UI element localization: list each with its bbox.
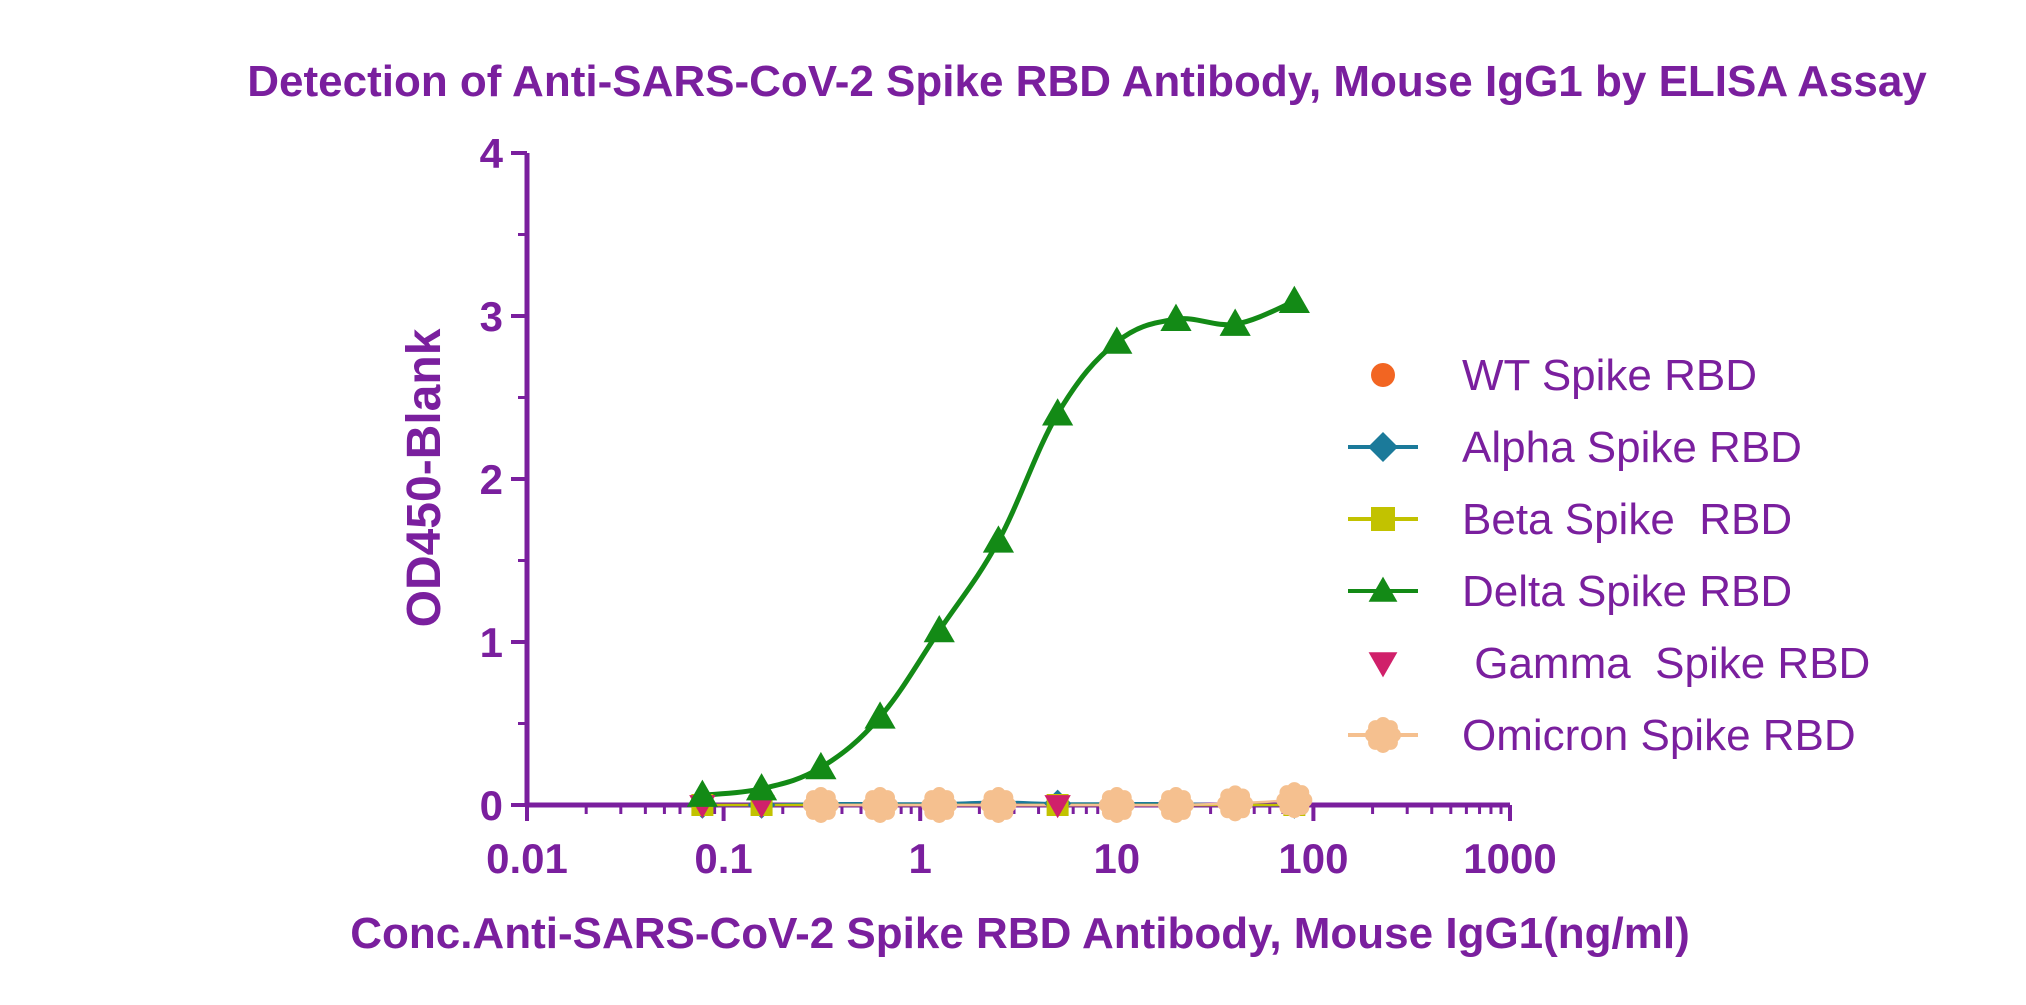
x-axis-label: Conc.Anti-SARS-CoV-2 Spike RBD Antibody,… — [350, 909, 1690, 958]
legend-item: WT Spike RBD — [1371, 351, 1757, 400]
y-tick-label: 2 — [480, 456, 503, 503]
legend-label: Alpha Spike RBD — [1462, 423, 1802, 472]
data-point — [864, 701, 896, 729]
legend-label: WT Spike RBD — [1462, 351, 1757, 400]
legend-item: Beta Spike RBD — [1348, 495, 1792, 544]
chart-title: Detection of Anti-SARS-CoV-2 Spike RBD A… — [247, 57, 1927, 106]
legend-marker — [1368, 576, 1398, 602]
legend-item: Gamma Spike RBD — [1368, 639, 1870, 688]
x-tick-label: 1 — [909, 835, 932, 882]
y-tick-label: 0 — [480, 782, 503, 829]
data-point — [921, 787, 958, 823]
data-point — [1044, 795, 1071, 819]
x-tick-label: 0.1 — [694, 835, 752, 882]
data-point — [1160, 303, 1192, 331]
data-point — [802, 787, 839, 823]
legend-marker — [1368, 652, 1398, 678]
x-tick-label: 0.01 — [486, 835, 568, 882]
data-point — [745, 773, 778, 801]
legend-label: Delta Spike RBD — [1462, 567, 1792, 616]
data-points — [686, 285, 1313, 823]
data-point — [686, 779, 718, 807]
legend-marker — [1371, 363, 1395, 387]
legend-label: Omicron Spike RBD — [1462, 711, 1856, 760]
x-tick-label: 1000 — [1463, 835, 1556, 882]
data-point — [1098, 787, 1135, 823]
axes: 0.01 0.1 1 10 100 1000 0 1 2 3 4 — [480, 130, 1557, 882]
data-point — [982, 525, 1015, 553]
series-lines — [702, 298, 1296, 807]
data-point — [748, 795, 775, 819]
y-tick-label: 1 — [480, 619, 503, 666]
data-point — [862, 787, 899, 823]
y-tick-label: 4 — [480, 130, 504, 177]
legend-marker — [1368, 432, 1398, 462]
legend-item: Omicron Spike RBD — [1348, 711, 1856, 760]
data-point — [1157, 787, 1194, 823]
data-point — [805, 751, 837, 780]
legend-item: Delta Spike RBD — [1348, 567, 1792, 616]
legend-item: Alpha Spike RBD — [1348, 423, 1802, 472]
legend-marker — [1365, 717, 1401, 753]
data-point — [1219, 308, 1251, 336]
legend-label: Gamma Spike RBD — [1462, 639, 1870, 688]
x-tick-label: 10 — [1093, 835, 1140, 882]
y-tick-label: 3 — [480, 293, 503, 340]
data-point — [1042, 398, 1074, 426]
legend-label: Beta Spike RBD — [1462, 495, 1792, 544]
data-point — [1278, 285, 1310, 314]
data-point — [923, 614, 955, 643]
legend-marker — [1371, 507, 1395, 531]
legend: WT Spike RBD Alpha Spike RBD Beta Spike RB… — [1348, 351, 1870, 760]
x-tick-label: 100 — [1278, 835, 1348, 882]
data-point — [980, 787, 1017, 823]
data-point — [1101, 326, 1133, 354]
data-point — [1217, 785, 1254, 822]
y-axis-label: OD450-Blank — [398, 328, 451, 627]
data-point — [1276, 782, 1313, 819]
